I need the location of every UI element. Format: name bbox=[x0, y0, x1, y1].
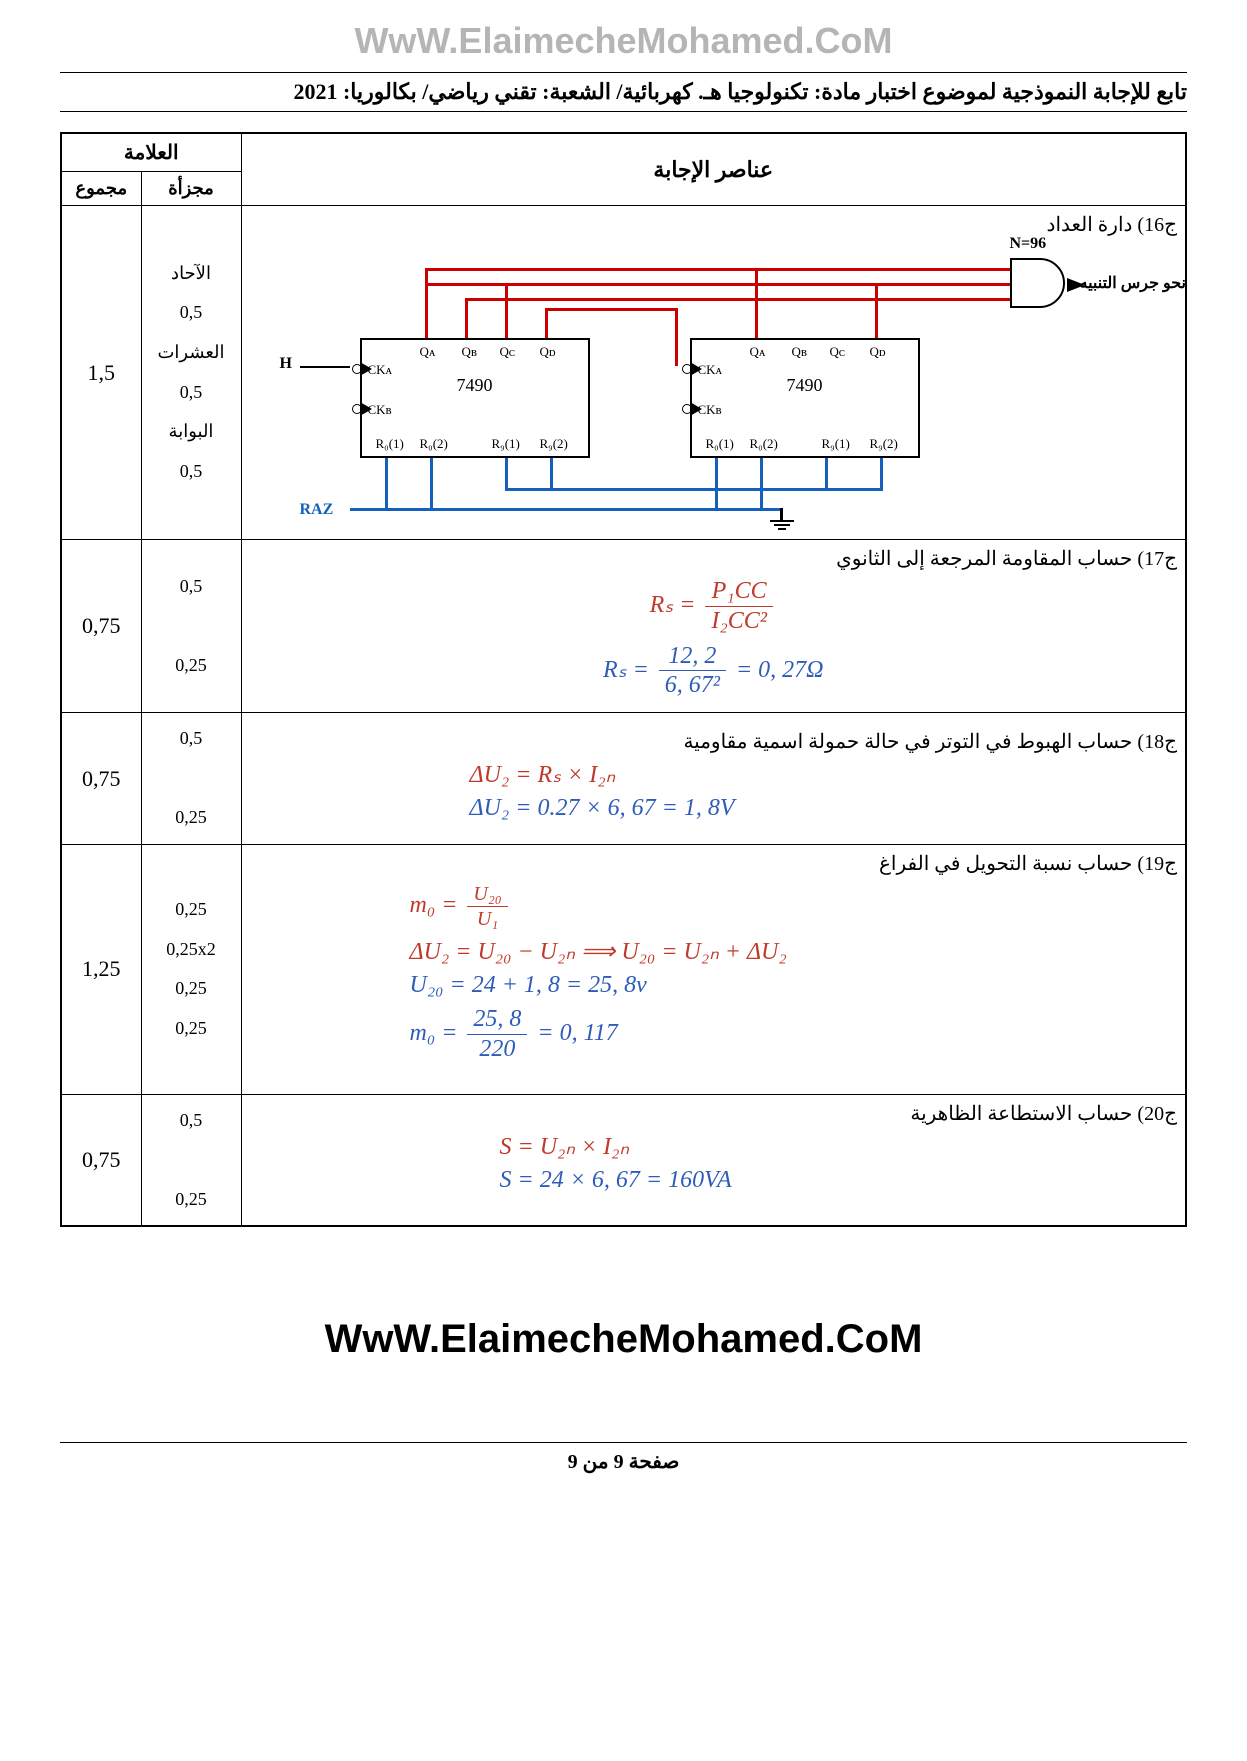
q16-p2-label: العشرات bbox=[150, 333, 233, 373]
chip-7490-left: Qᴀ Qʙ Qᴄ Qᴅ 7490 CKᴀ CKʙ R₀(1) R₀(2) R₉(… bbox=[360, 338, 590, 458]
pin-r91b: R₉(1) bbox=[822, 436, 850, 452]
table-row: 0,75 0,5 0,25 ج20) حساب الاستطاعة الظاهر… bbox=[61, 1094, 1186, 1226]
q19-p4: 0,25 bbox=[150, 1009, 233, 1049]
q18-f2: ΔU₂ = 0.27 × 6, 67 = 1, 8V bbox=[470, 795, 1178, 822]
page-footer: صفحة 9 من 9 bbox=[60, 1442, 1187, 1474]
raz-label: RAZ bbox=[300, 501, 334, 519]
header-text: تابع للإجابة النموذجية لموضوع اختبار ماد… bbox=[60, 79, 1187, 105]
q20-total: 0,75 bbox=[61, 1094, 141, 1226]
q18-f1: ΔU₂ = Rₛ × I₂ₙ bbox=[470, 760, 1178, 789]
q17-title: ج17) حساب المقاومة المرجعة إلى الثانوي bbox=[250, 546, 1178, 571]
and-gate bbox=[1010, 258, 1065, 308]
q17-f1: Rₛ = P₁CCI₂CC² bbox=[250, 577, 1178, 636]
q16-partial: الآحاد 0,5 العشرات 0,5 البوابة 0,5 bbox=[141, 206, 241, 540]
chip-7490-right: Qᴀ Qʙ Qᴄ Qᴅ 7490 CKᴀ CKʙ R₀(1) R₀(2) R₉(… bbox=[690, 338, 920, 458]
q19-f4: m₀ = 25, 8220 = 0, 117 bbox=[410, 1005, 1178, 1064]
table-row: 1,25 0,25 0,25x2 0,25 0,25 ج19) حساب نسب… bbox=[61, 844, 1186, 1094]
pin-r91: R₉(1) bbox=[492, 436, 520, 452]
q20-p1: 0,5 bbox=[150, 1101, 233, 1141]
header-bar: تابع للإجابة النموذجية لموضوع اختبار ماد… bbox=[60, 72, 1187, 112]
pin-qc: Qᴄ bbox=[500, 344, 516, 360]
q16-p2-val: 0,5 bbox=[150, 373, 233, 413]
th-answer: عناصر الإجابة bbox=[241, 133, 1186, 206]
q19-f1: m₀ = U₂₀U₁ bbox=[410, 882, 1178, 931]
q16-p1-label: الآحاد bbox=[150, 254, 233, 294]
q20-title: ج20) حساب الاستطاعة الظاهرية bbox=[250, 1101, 1178, 1126]
q17-total: 0,75 bbox=[61, 540, 141, 713]
n96-label: N=96 bbox=[1010, 235, 1047, 253]
pin-qd: Qᴅ bbox=[540, 344, 556, 360]
q17-p1: 0,5 bbox=[150, 567, 233, 607]
chip-label: 7490 bbox=[362, 375, 588, 396]
q17-f2: Rₛ = 12, 26, 67² = 0, 27Ω bbox=[250, 642, 1178, 701]
th-mark: العلامة bbox=[61, 133, 241, 172]
table-row: 1,5 الآحاد 0,5 العشرات 0,5 البوابة 0,5 ج… bbox=[61, 206, 1186, 540]
h-label: H bbox=[280, 355, 292, 373]
q18-p2: 0,25 bbox=[150, 798, 233, 838]
q18-p1: 0,5 bbox=[150, 719, 233, 759]
q19-partial: 0,25 0,25x2 0,25 0,25 bbox=[141, 844, 241, 1094]
q20-partial: 0,5 0,25 bbox=[141, 1094, 241, 1226]
q19-f3: U₂₀ = 24 + 1, 8 = 25, 8v bbox=[410, 972, 1178, 999]
q20-answer: ج20) حساب الاستطاعة الظاهرية S = U₂ₙ × I… bbox=[241, 1094, 1186, 1226]
th-total: مجموع bbox=[61, 172, 141, 206]
bell-label: نحو جرس التنبيه bbox=[1080, 273, 1200, 293]
answer-table: العلامة عناصر الإجابة مجموع مجزأة 1,5 ال… bbox=[60, 132, 1187, 1227]
q18-total: 0,75 bbox=[61, 713, 141, 845]
q17-partial: 0,5 0,25 bbox=[141, 540, 241, 713]
q16-p3-label: البوابة bbox=[150, 412, 233, 452]
pin-qb: Qʙ bbox=[462, 344, 478, 360]
q18-partial: 0,5 0,25 bbox=[141, 713, 241, 845]
q20-f1: S = U₂ₙ × I₂ₙ bbox=[500, 1132, 1178, 1161]
th-partial: مجزأة bbox=[141, 172, 241, 206]
table-row: 0,75 0,5 0,25 ج17) حساب المقاومة المرجعة… bbox=[61, 540, 1186, 713]
pin-qc2: Qᴄ bbox=[830, 344, 846, 360]
q16-p1-val: 0,5 bbox=[150, 293, 233, 333]
pin-qd2: Qᴅ bbox=[870, 344, 886, 360]
q19-title: ج19) حساب نسبة التحويل في الفراغ bbox=[250, 851, 1178, 876]
q16-total: 1,5 bbox=[61, 206, 141, 540]
q16-p3-val: 0,5 bbox=[150, 452, 233, 492]
q17-answer: ج17) حساب المقاومة المرجعة إلى الثانوي R… bbox=[241, 540, 1186, 713]
pin-r92b: R₉(2) bbox=[870, 436, 898, 452]
q20-f2: S = 24 × 6, 67 = 160VA bbox=[500, 1167, 1178, 1194]
q20-p2: 0,25 bbox=[150, 1180, 233, 1220]
pin-r01b: R₀(1) bbox=[706, 436, 734, 452]
ground-icon bbox=[770, 508, 794, 530]
pin-qa: Qᴀ bbox=[420, 344, 436, 360]
q19-p3: 0,25 bbox=[150, 969, 233, 1009]
table-row: 0,75 0,5 0,25 ج18) حساب الهبوط في التوتر… bbox=[61, 713, 1186, 845]
pin-qb2: Qʙ bbox=[792, 344, 808, 360]
q16-title: ج16) دارة العداد bbox=[250, 212, 1178, 237]
q19-answer: ج19) حساب نسبة التحويل في الفراغ m₀ = U₂… bbox=[241, 844, 1186, 1094]
watermark-top: WwW.ElaimecheMohamed.CoM bbox=[60, 20, 1187, 62]
q16-answer: ج16) دارة العداد Qᴀ Qʙ Qᴄ Qᴅ 7490 CKᴀ CK… bbox=[241, 206, 1186, 540]
q18-title: ج18) حساب الهبوط في التوتر في حالة حمولة… bbox=[250, 729, 1178, 754]
circuit-diagram: Qᴀ Qʙ Qᴄ Qᴅ 7490 CKᴀ CKʙ R₀(1) R₀(2) R₉(… bbox=[250, 243, 1178, 533]
chip-label2: 7490 bbox=[692, 375, 918, 396]
pin-r02: R₀(2) bbox=[420, 436, 448, 452]
q17-p2: 0,25 bbox=[150, 646, 233, 686]
pin-r92: R₉(2) bbox=[540, 436, 568, 452]
q19-f2: ΔU₂ = U₂₀ − U₂ₙ ⟹ U₂₀ = U₂ₙ + ΔU₂ bbox=[410, 937, 1178, 966]
q19-p1: 0,25 bbox=[150, 890, 233, 930]
q19-p2: 0,25x2 bbox=[150, 930, 233, 970]
pin-qa2: Qᴀ bbox=[750, 344, 766, 360]
watermark-bottom: WwW.ElaimecheMohamed.CoM bbox=[60, 1317, 1187, 1362]
q19-total: 1,25 bbox=[61, 844, 141, 1094]
pin-r02b: R₀(2) bbox=[750, 436, 778, 452]
pin-r01: R₀(1) bbox=[376, 436, 404, 452]
q18-answer: ج18) حساب الهبوط في التوتر في حالة حمولة… bbox=[241, 713, 1186, 845]
